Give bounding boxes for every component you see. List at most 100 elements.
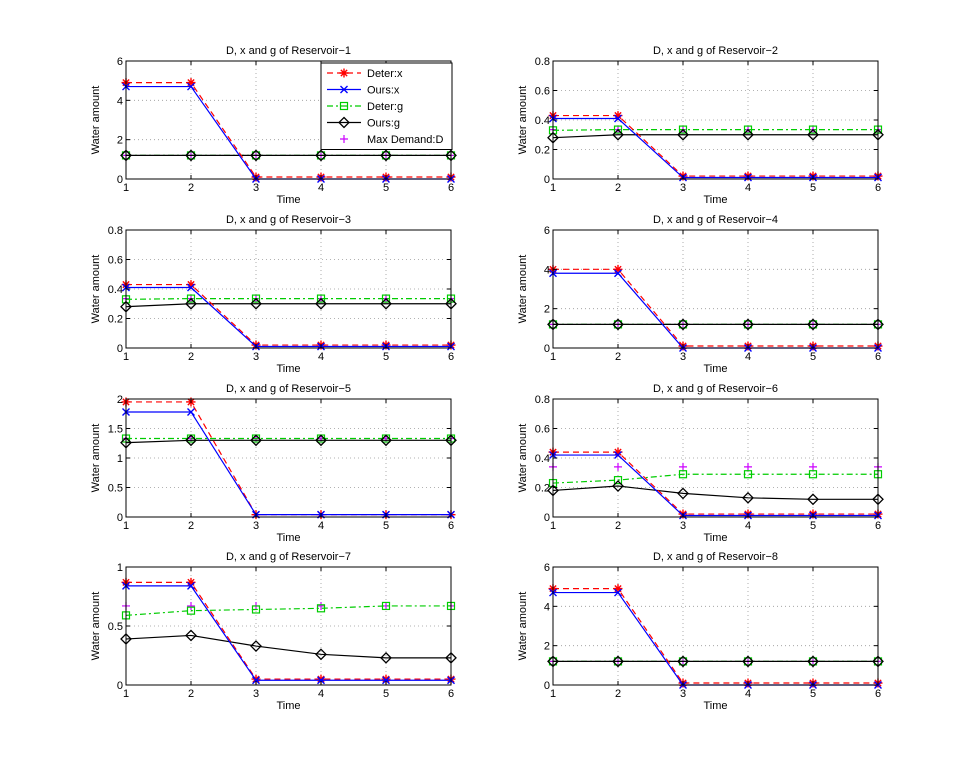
y-tick-label: 1 — [117, 562, 123, 574]
data-point — [186, 78, 196, 88]
chart-title: D, x and g of Reservoir−8 — [653, 551, 778, 563]
x-axis-label: Time — [276, 194, 300, 206]
legend-label: Ours:x — [367, 85, 400, 97]
series-line — [126, 411, 451, 516]
legend-item: Ours:g — [327, 116, 400, 130]
series-line — [553, 588, 878, 684]
legend-item: Ours:x — [327, 85, 400, 97]
y-tick-label: 1.5 — [108, 424, 123, 436]
x-tick-label: 5 — [810, 351, 816, 363]
data-point — [808, 470, 818, 479]
x-tick-label: 3 — [680, 520, 686, 532]
data-point — [315, 434, 327, 447]
x-tick-label: 6 — [875, 182, 881, 194]
data-point — [678, 470, 688, 479]
data-point — [252, 676, 260, 685]
x-tick-label: 2 — [188, 182, 194, 194]
data-point — [251, 294, 261, 303]
data-point — [742, 128, 754, 141]
x-tick-label: 5 — [383, 182, 389, 194]
y-tick-label: 0 — [117, 680, 123, 692]
data-point — [614, 451, 622, 460]
data-point — [677, 655, 689, 668]
legend-marker — [340, 135, 348, 143]
legend-label: Ours:g — [367, 118, 400, 130]
y-tick-label: 4 — [544, 264, 550, 276]
x-axis-label: Time — [276, 532, 300, 544]
x-axis-label: Time — [703, 532, 727, 544]
data-point — [742, 655, 754, 668]
series-max-demand-d — [549, 462, 882, 471]
data-point — [317, 601, 325, 610]
chart-panel-7: 1 2 3 4 5 6 0 0.5 1 D, x and g of Reservoir−7 Time… — [90, 551, 457, 712]
x-tick-label: 5 — [810, 182, 816, 194]
x-tick-label: 5 — [383, 688, 389, 700]
series-line — [125, 634, 451, 659]
y-tick-label: 0 — [544, 343, 550, 355]
y-axis-label: Water amount — [90, 424, 102, 493]
x-tick-label: 6 — [875, 688, 881, 700]
data-point — [612, 128, 624, 141]
legend-item: Max Demand:D — [340, 134, 443, 146]
data-point — [743, 470, 753, 479]
data-point — [614, 462, 622, 471]
series-ours-g — [120, 629, 457, 664]
series-deter-x — [548, 447, 883, 519]
y-axis-label: Water amount — [90, 592, 102, 661]
y-tick-label: 1 — [117, 453, 123, 465]
grid — [126, 567, 451, 685]
data-point — [315, 297, 327, 310]
series-ours-g — [120, 149, 457, 162]
x-tick-label: 1 — [550, 520, 556, 532]
y-tick-label: 6 — [544, 562, 550, 574]
series-ours-g — [547, 318, 884, 331]
y-tick-label: 0 — [544, 174, 550, 186]
y-tick-label: 0 — [117, 174, 123, 186]
legend-label: Deter:g — [367, 101, 403, 113]
data-point — [614, 588, 622, 597]
x-tick-label: 3 — [253, 351, 259, 363]
series-line — [126, 82, 451, 178]
x-tick-label: 5 — [810, 520, 816, 532]
data-point — [185, 297, 197, 310]
chart-panel-5: 1 2 3 4 5 6 0 0.5 1 1.5 2 D, x and g of Reservoir−5… — [90, 383, 457, 544]
series-deter-x — [548, 111, 883, 181]
x-tick-label: 6 — [448, 182, 454, 194]
x-tick-label: 1 — [550, 182, 556, 194]
data-point — [382, 676, 390, 685]
x-tick-label: 6 — [448, 351, 454, 363]
y-tick-label: 0.4 — [108, 284, 123, 296]
data-point — [612, 655, 624, 668]
series-line — [553, 268, 878, 347]
x-tick-label: 4 — [745, 520, 751, 532]
series-ours-x — [122, 283, 455, 351]
data-point — [677, 128, 689, 141]
y-tick-label: 0 — [544, 680, 550, 692]
series-line — [126, 286, 451, 348]
x-tick-label: 3 — [253, 182, 259, 194]
x-tick-label: 2 — [615, 520, 621, 532]
data-point — [186, 606, 196, 615]
legend-label: Deter:x — [367, 68, 403, 80]
y-axis-label: Water amount — [517, 424, 529, 493]
y-tick-label: 2 — [117, 394, 123, 406]
data-point — [186, 294, 196, 303]
chart-panel-4: 1 2 3 4 5 6 0 2 4 6 D, x and g of Reservoir−4 Time W… — [517, 214, 884, 375]
chart-title: D, x and g of Reservoir−2 — [653, 45, 778, 57]
chart-panel-6: 1 2 3 4 5 6 0 0.2 0.4 0.6 0.8 D, x and g of Reservo… — [517, 383, 884, 544]
x-tick-label: 5 — [383, 520, 389, 532]
y-tick-label: 0.6 — [108, 255, 123, 267]
grid — [553, 230, 878, 348]
data-point — [185, 629, 197, 642]
x-tick-label: 6 — [875, 520, 881, 532]
series-line — [552, 473, 878, 484]
series-line — [125, 439, 451, 444]
y-tick-label: 2 — [544, 304, 550, 316]
data-point — [380, 651, 392, 664]
axes-box — [552, 566, 879, 686]
series-deter-g — [121, 294, 456, 304]
x-tick-label: 4 — [745, 182, 751, 194]
data-point — [743, 125, 753, 134]
series-deter-x — [548, 584, 883, 688]
data-point — [808, 125, 818, 134]
